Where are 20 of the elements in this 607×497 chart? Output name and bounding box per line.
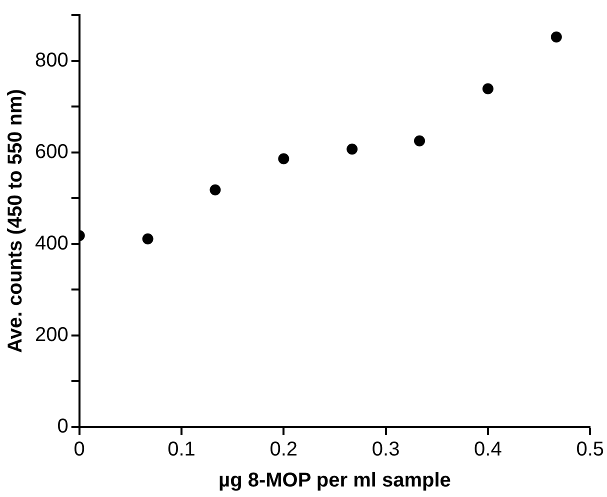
point [346,144,358,155]
y-tick-label: 800 [34,49,68,72]
y-tick-label: 600 [34,140,68,163]
x-tick-label: 0.3 [372,438,400,461]
point [278,153,290,164]
point [210,184,221,196]
x-tick-label: 0.5 [576,438,604,461]
y-tick-label: 400 [34,232,68,254]
y-tick-label: 200 [34,324,68,346]
point [482,83,494,94]
point [414,135,426,146]
y-tick-label: 0 [57,416,68,438]
point [550,31,562,42]
x-tick-label: 0.4 [474,438,502,461]
y-axis-title: Ave. counts (450 to 550 nm) [4,89,27,353]
point [142,233,154,244]
x-axis-title: µg 8-MOP per ml sample [218,470,451,492]
x-tick-label: 0.2 [270,438,298,461]
x-tick-label: 0 [74,438,85,461]
x-tick-label: 0.1 [168,438,196,461]
